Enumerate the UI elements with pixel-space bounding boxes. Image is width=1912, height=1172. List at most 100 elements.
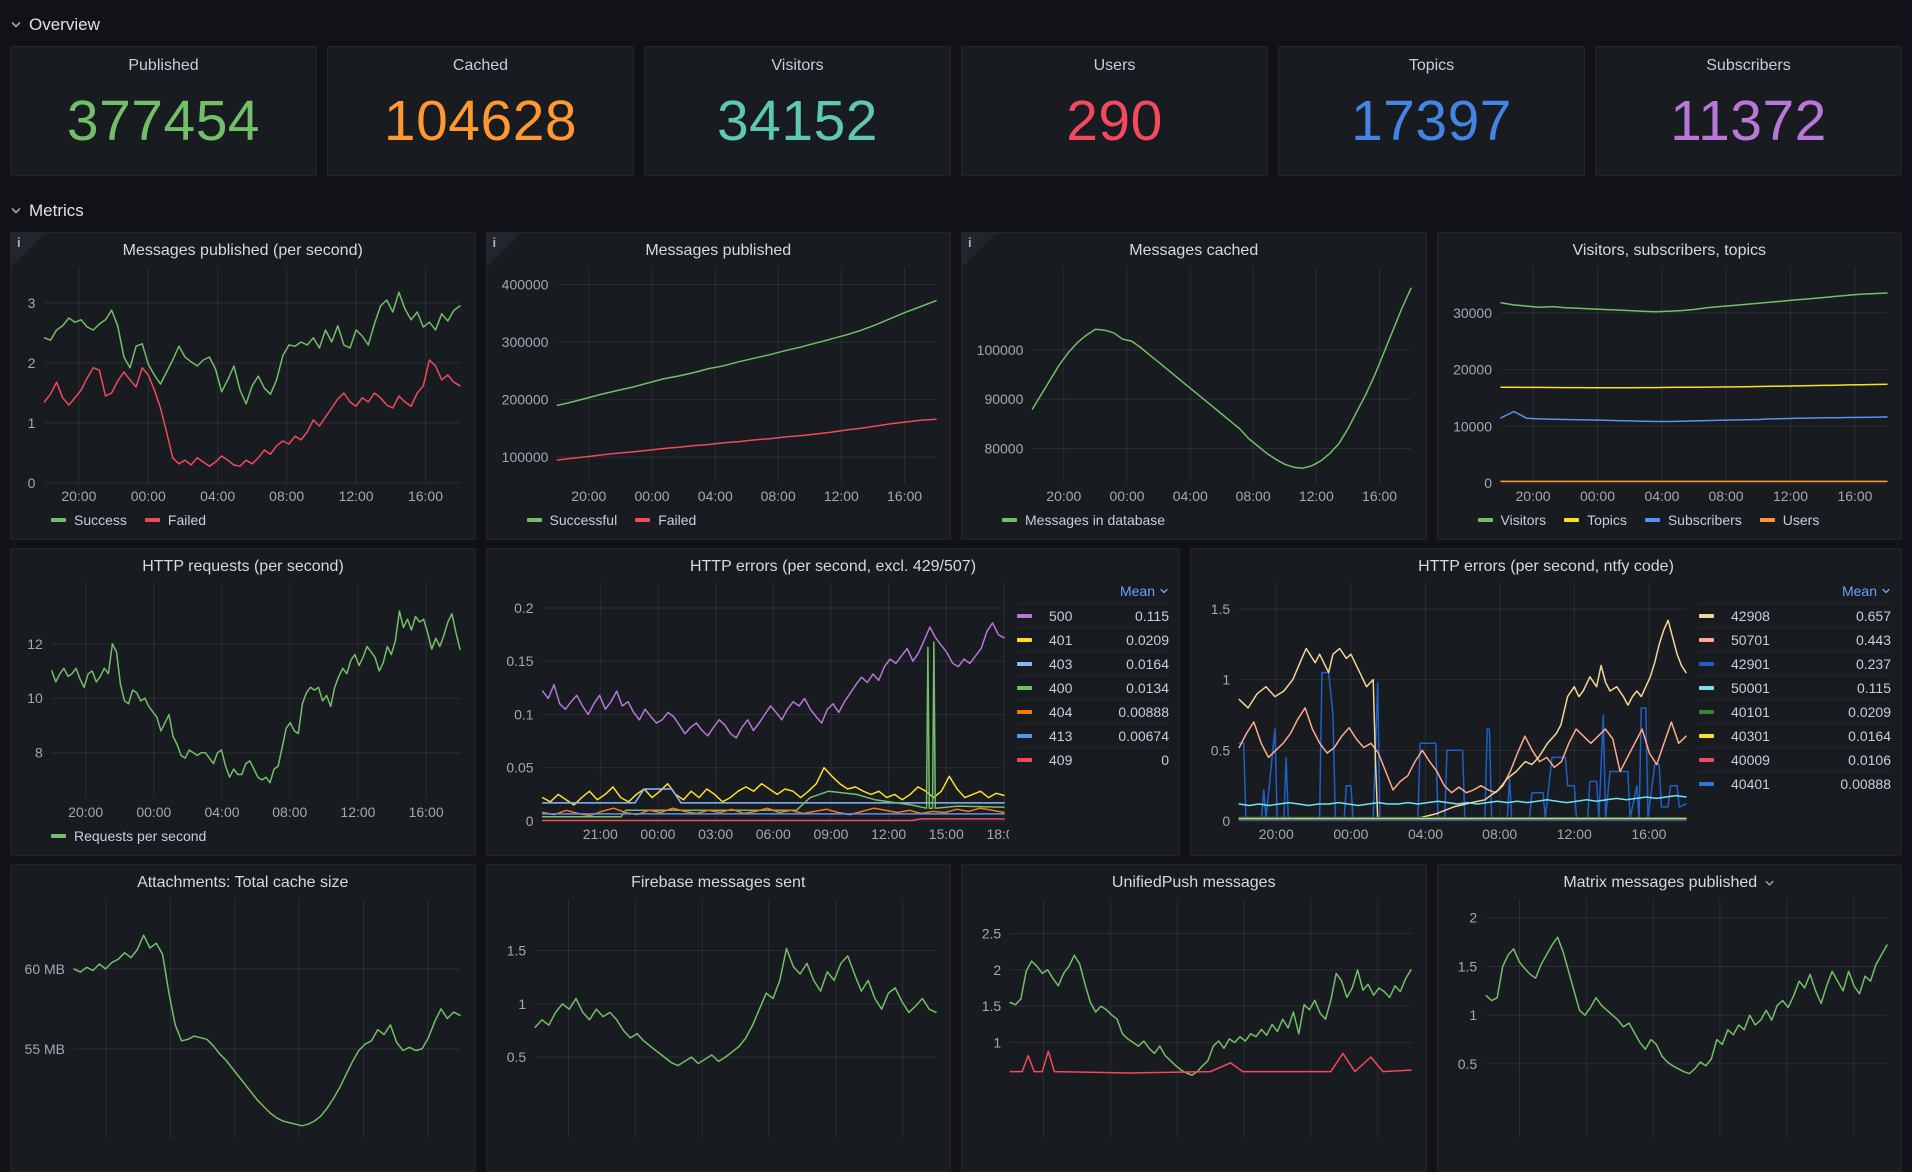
chart-area[interactable]: 0.5 1 1.5 2 [1448, 895, 1892, 1163]
panel-title[interactable]: Firebase messages sent [631, 874, 806, 891]
panel-title[interactable]: Attachments: Total cache size [137, 874, 349, 891]
svg-text:10000: 10000 [1453, 418, 1492, 434]
series-color-chip [1644, 518, 1660, 522]
series-name: 40301 [1731, 727, 1770, 744]
section-header-metrics[interactable]: Metrics [10, 196, 1902, 226]
section-header-overview[interactable]: Overview [10, 10, 1902, 40]
legend-table: Mean 500 0.115 401 0.0209 403 0.0164 400 0.0… [1009, 579, 1169, 847]
panel-title[interactable]: Matrix messages published [1448, 871, 1892, 895]
chevron-down-icon [1882, 588, 1890, 594]
mean-sort-header[interactable]: Mean [1699, 579, 1891, 603]
svg-text:8: 8 [35, 745, 43, 761]
panel-title[interactable]: HTTP requests (per second) [142, 558, 344, 575]
chart-area[interactable]: 20:00 00:00 04:00 08:00 12:00 16:00 0 10000 2000… [1448, 263, 1892, 509]
legend-item[interactable]: Subscribers [1644, 512, 1742, 528]
svg-text:1: 1 [1222, 672, 1230, 688]
svg-text:08:00: 08:00 [1236, 488, 1271, 504]
chart-area[interactable]: 20:00 00:00 04:00 08:00 12:00 16:00 0 0.5 1 1.5 [1201, 579, 1691, 847]
legend-table-row[interactable]: 401 0.0209 [1017, 627, 1169, 651]
panel-title[interactable]: Messages published (per second) [122, 242, 363, 259]
panel-title[interactable]: Messages published [645, 242, 792, 259]
legend-item[interactable]: Messages in database [1002, 512, 1165, 528]
chart-area[interactable]: 20:00 00:00 04:00 08:00 12:00 16:00 100000 2000… [497, 263, 941, 509]
legend-item[interactable]: Failed [635, 512, 696, 528]
chart-area[interactable]: 21:00 00:00 03:00 06:00 09:00 12:00 15:00 18: 0 0… [497, 579, 1009, 847]
panel-info-corner[interactable]: i [11, 233, 45, 267]
stat-row: Published 377454 Cached 104628 Visitors … [10, 46, 1902, 176]
chart-area[interactable]: 20:00 00:00 04:00 08:00 12:00 16:00 8 10 12 [21, 579, 465, 825]
svg-text:20:00: 20:00 [1515, 488, 1550, 504]
svg-text:1: 1 [28, 415, 36, 431]
series-mean: 0.0209 [1848, 703, 1891, 720]
legend-table-row[interactable]: 42901 0.237 [1699, 651, 1891, 675]
legend-table-row[interactable]: 50001 0.115 [1699, 675, 1891, 699]
chart-area[interactable]: 55 MB 60 MB [21, 895, 465, 1163]
panel-title[interactable]: UnifiedPush messages [1111, 874, 1276, 891]
panel-info-corner[interactable]: i [486, 233, 521, 267]
svg-text:12:00: 12:00 [340, 804, 375, 820]
svg-text:00:00: 00:00 [640, 826, 675, 842]
legend-table-row[interactable]: 409 0 [1017, 747, 1169, 771]
panel-info-corner[interactable]: i [962, 233, 996, 267]
svg-text:08:00: 08:00 [1482, 826, 1517, 842]
legend-table-row[interactable]: 40301 0.0164 [1699, 723, 1891, 747]
series-color-chip [1017, 733, 1032, 738]
legend-item[interactable]: Failed [144, 512, 206, 528]
mean-sort-header[interactable]: Mean [1017, 579, 1169, 603]
legend-table-row[interactable]: 40009 0.0106 [1699, 747, 1891, 771]
legend-table-row[interactable]: 500 0.115 [1017, 603, 1169, 627]
legend-label: Users [1782, 512, 1820, 528]
svg-text:12:00: 12:00 [1299, 488, 1334, 504]
legend-table-row[interactable]: 403 0.0164 [1017, 651, 1169, 675]
legend-item[interactable]: Users [1759, 512, 1820, 528]
stat-value: 17397 [1350, 89, 1512, 154]
svg-text:08:00: 08:00 [760, 488, 795, 504]
stat-panel-topics[interactable]: Topics 17397 [1278, 46, 1585, 176]
legend-label: Visitors [1500, 512, 1547, 528]
legend-table-row[interactable]: 404 0.00888 [1017, 699, 1169, 723]
svg-text:2.5: 2.5 [982, 925, 1002, 941]
svg-text:55 MB: 55 MB [25, 1041, 65, 1057]
legend-table-row[interactable]: 50701 0.443 [1699, 627, 1891, 651]
stat-panel-users[interactable]: Users 290 [961, 46, 1268, 176]
legend-item[interactable]: Successful [526, 512, 617, 528]
series-color-chip [1759, 518, 1775, 522]
legend-table-row[interactable]: 40401 0.00888 [1699, 771, 1891, 795]
series-name: 40401 [1731, 775, 1770, 792]
panel-title[interactable]: Messages cached [1129, 242, 1259, 259]
svg-text:16:00: 16:00 [408, 488, 443, 504]
series-name: 409 [1049, 751, 1073, 768]
legend-item[interactable]: Visitors [1477, 512, 1547, 528]
series-name: 50701 [1731, 631, 1770, 648]
svg-text:12: 12 [27, 636, 43, 652]
legend-item[interactable]: Requests per second [51, 828, 206, 844]
panel-title[interactable]: HTTP errors (per second, excl. 429/507) [689, 558, 977, 575]
stat-panel-published[interactable]: Published 377454 [10, 46, 317, 176]
chart-area[interactable]: 1 1.5 2 2.5 [972, 895, 1416, 1163]
series-color-chip [51, 834, 66, 838]
panel-title[interactable]: HTTP errors (per second, ntfy code) [1418, 558, 1674, 575]
legend-table-row[interactable]: 42908 0.657 [1699, 603, 1891, 627]
chart-area[interactable]: 20:00 00:00 04:00 08:00 12:00 16:00 0 1 2 3 [21, 263, 465, 509]
chart-row-3: Attachments: Total cache size 55 MB 60 MB… [10, 864, 1902, 1172]
svg-text:1.5: 1.5 [1457, 958, 1477, 974]
legend-item[interactable]: Success [51, 512, 127, 528]
series-mean: 0.00674 [1118, 727, 1169, 744]
legend: Requests per second [21, 825, 465, 847]
panel-title[interactable]: Visitors, subscribers, topics [1572, 242, 1767, 259]
stat-value: 104628 [383, 89, 578, 154]
svg-text:3: 3 [28, 295, 36, 311]
svg-text:0.05: 0.05 [506, 760, 533, 776]
stat-panel-visitors[interactable]: Visitors 34152 [644, 46, 951, 176]
chart-area[interactable]: 20:00 00:00 04:00 08:00 12:00 16:00 80000 90000… [972, 263, 1416, 509]
legend-table-row[interactable]: 40101 0.0209 [1699, 699, 1891, 723]
series-color-chip [1002, 518, 1017, 522]
stat-panel-cached[interactable]: Cached 104628 [327, 46, 634, 176]
legend-table-row[interactable]: 413 0.00674 [1017, 723, 1169, 747]
panel-unifiedpush-messages: UnifiedPush messages 1 1.5 2 2.5 [961, 864, 1427, 1172]
stat-panel-subscribers[interactable]: Subscribers 11372 [1595, 46, 1902, 176]
legend-table-row[interactable]: 400 0.0134 [1017, 675, 1169, 699]
legend-item[interactable]: Topics [1564, 512, 1627, 528]
stat-title: Users [1093, 57, 1136, 74]
chart-area[interactable]: 0.5 1 1.5 [497, 895, 941, 1163]
